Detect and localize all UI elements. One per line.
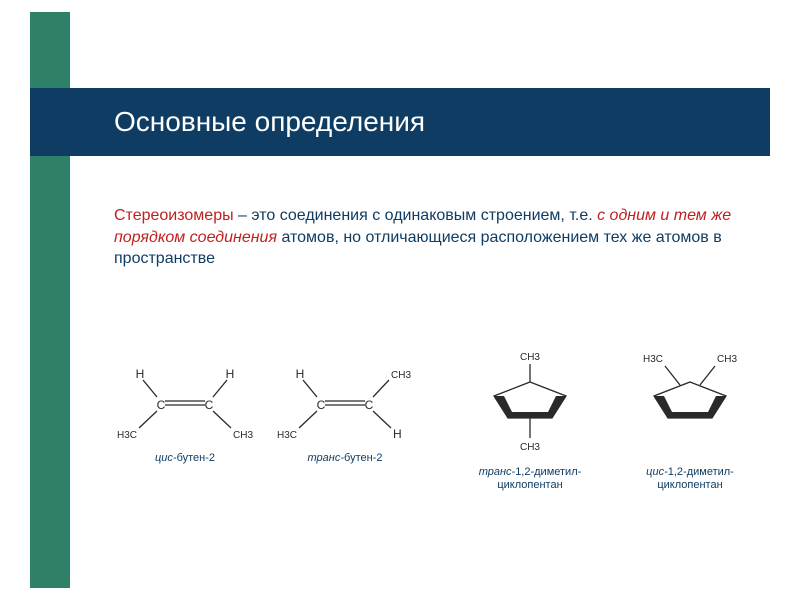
svg-text:CH3: CH3	[717, 354, 737, 365]
svg-text:CH3: CH3	[233, 430, 253, 441]
mol-cis-butene-2: C C H H H3C CH3 цис-бутен-2	[110, 356, 260, 465]
definition-term: Стереоизомеры	[114, 207, 234, 224]
svg-text:H3C: H3C	[643, 354, 663, 365]
svg-text:CH3: CH3	[520, 352, 540, 363]
svg-text:H: H	[393, 427, 402, 441]
mol-trans-dmcp: CH3 CH3 транс-1,2-диметил-циклопентан	[460, 340, 600, 492]
caption-trans-butene2: транс-бутен-2	[270, 452, 420, 465]
svg-text:CH3: CH3	[391, 370, 411, 381]
structure-trans-butene2: C C H CH3 H3C H	[275, 356, 415, 446]
svg-text:H: H	[136, 367, 145, 381]
mol-trans-butene-2: C C H CH3 H3C H транс-бутен-2	[270, 356, 420, 465]
caption-cis-dmcp: цис-1,2-диметил-циклопентан	[620, 466, 760, 492]
caption-cis-butene2: цис-бутен-2	[110, 452, 260, 465]
mol-cis-dmcp: H3C CH3 цис-1,2-диметил-циклопентан	[620, 340, 760, 492]
definition-paragraph: Стереоизомеры – это соединения с одинако…	[114, 205, 734, 270]
svg-text:H: H	[296, 367, 305, 381]
svg-text:C: C	[365, 398, 374, 412]
svg-text:CH3: CH3	[520, 442, 540, 453]
svg-text:H3C: H3C	[277, 430, 297, 441]
svg-text:C: C	[205, 398, 214, 412]
structure-cis-butene2: C C H H H3C CH3	[115, 356, 255, 446]
slide-title: Основные определения	[114, 106, 425, 138]
svg-text:C: C	[317, 398, 326, 412]
definition-text-1: – это соединения с одинаковым строением,…	[234, 207, 598, 224]
structure-cis-dmcp: H3C CH3	[625, 340, 755, 460]
svg-text:H: H	[226, 367, 235, 381]
svg-text:H3C: H3C	[117, 430, 137, 441]
svg-text:C: C	[157, 398, 166, 412]
slide: Основные определения Стереоизомеры – это…	[0, 0, 800, 600]
title-band: Основные определения	[30, 88, 770, 156]
structure-trans-dmcp: CH3 CH3	[470, 340, 590, 460]
caption-trans-dmcp: транс-1,2-диметил-циклопентан	[460, 466, 600, 492]
diagram-row: C C H H H3C CH3 цис-бутен-2 C C	[100, 340, 770, 540]
